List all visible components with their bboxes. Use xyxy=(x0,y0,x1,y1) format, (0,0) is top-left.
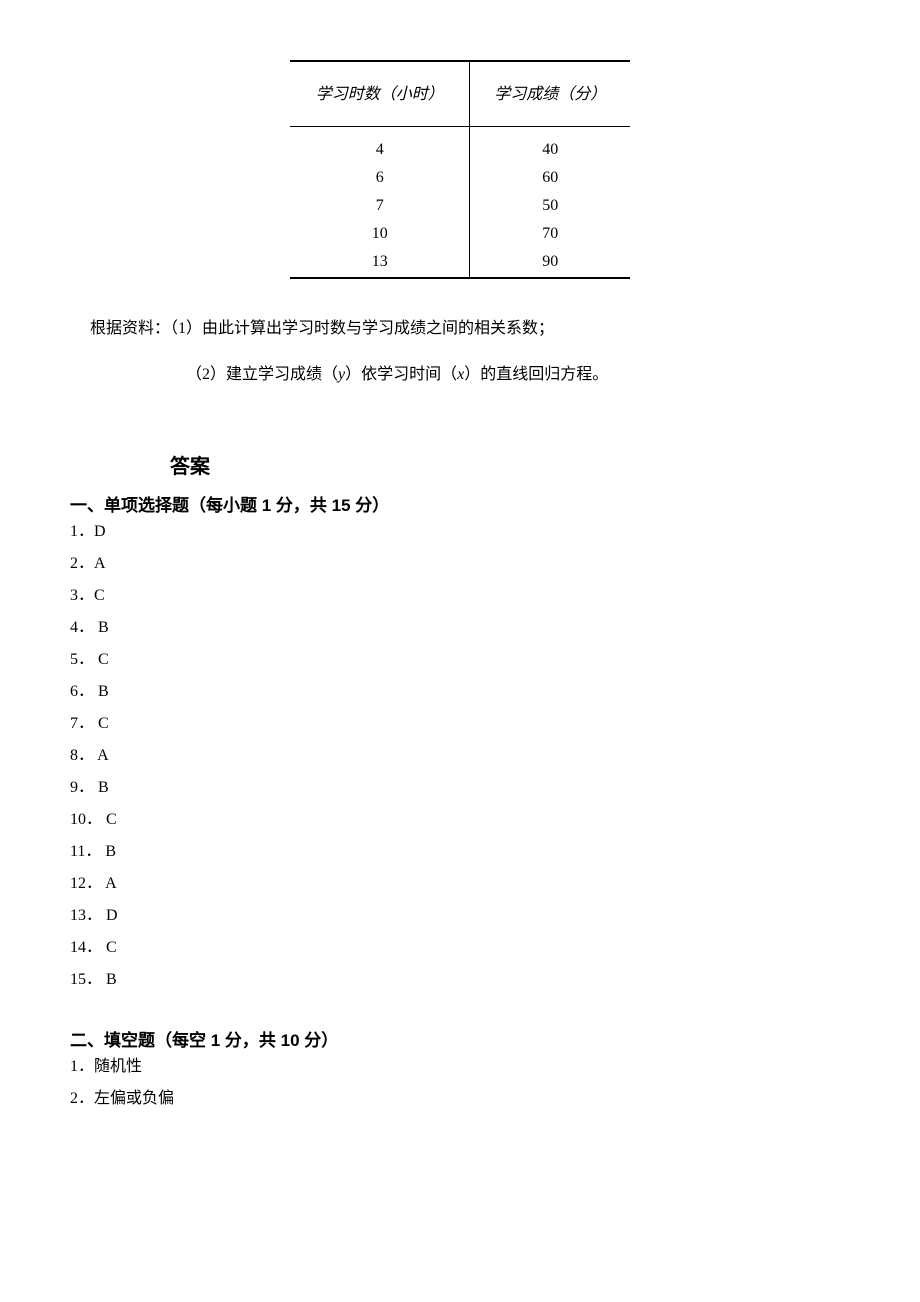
col-header-hours: 学习时数（小时） xyxy=(290,61,470,127)
q2-prefix: （2）建立学习成绩（ xyxy=(186,366,338,383)
cell-hours: 7 xyxy=(290,192,470,220)
answer-item: 12． A xyxy=(70,868,850,900)
cell-score: 40 xyxy=(470,127,630,165)
cell-score: 50 xyxy=(470,192,630,220)
cell-hours: 10 xyxy=(290,220,470,248)
col-header-score: 学习成绩（分） xyxy=(470,61,630,127)
answer-item: 5． C xyxy=(70,644,850,676)
section1-answers: 1．D 2．A 3．C 4． B 5． C 6． B 7． C 8． A 9． … xyxy=(70,516,850,996)
question-line-1: 根据资料：（1）由此计算出学习时数与学习成绩之间的相关系数； xyxy=(90,309,850,349)
cell-hours: 6 xyxy=(290,164,470,192)
answer-item: 1．D xyxy=(70,516,850,548)
answer-item: 2．A xyxy=(70,548,850,580)
fill-item: 1．随机性 xyxy=(70,1051,850,1083)
question-line-2: （2）建立学习成绩（y）依学习时间（x）的直线回归方程。 xyxy=(186,355,850,395)
answer-item: 10． C xyxy=(70,804,850,836)
q2-suffix: ）的直线回归方程。 xyxy=(464,366,608,383)
table-row: 4 40 xyxy=(290,127,630,165)
cell-score: 90 xyxy=(470,248,630,278)
fill-item: 2．左偏或负偏 xyxy=(70,1083,850,1115)
answer-item: 11． B xyxy=(70,836,850,868)
answer-item: 14． C xyxy=(70,932,850,964)
answers-title: 答案 xyxy=(170,450,850,479)
table-row: 10 70 xyxy=(290,220,630,248)
table-row: 13 90 xyxy=(290,248,630,278)
answer-item: 6． B xyxy=(70,676,850,708)
answer-item: 4． B xyxy=(70,612,850,644)
section2-heading: 二、填空题（每空 1 分，共 10 分） xyxy=(70,1026,850,1051)
section1-heading: 一、单项选择题（每小题 1 分，共 15 分） xyxy=(70,491,850,516)
study-data-table: 学习时数（小时） 学习成绩（分） 4 40 6 60 7 50 10 70 13… xyxy=(290,60,630,279)
answer-item: 9． B xyxy=(70,772,850,804)
section2-answers: 1．随机性 2．左偏或负偏 xyxy=(70,1051,850,1115)
answer-item: 3．C xyxy=(70,580,850,612)
cell-hours: 13 xyxy=(290,248,470,278)
answer-item: 13． D xyxy=(70,900,850,932)
cell-score: 70 xyxy=(470,220,630,248)
cell-hours: 4 xyxy=(290,127,470,165)
answer-item: 7． C xyxy=(70,708,850,740)
answer-item: 15． B xyxy=(70,964,850,996)
cell-score: 60 xyxy=(470,164,630,192)
answer-item: 8． A xyxy=(70,740,850,772)
table-row: 7 50 xyxy=(290,192,630,220)
q2-mid: ）依学习时间（ xyxy=(345,366,457,383)
table-row: 6 60 xyxy=(290,164,630,192)
